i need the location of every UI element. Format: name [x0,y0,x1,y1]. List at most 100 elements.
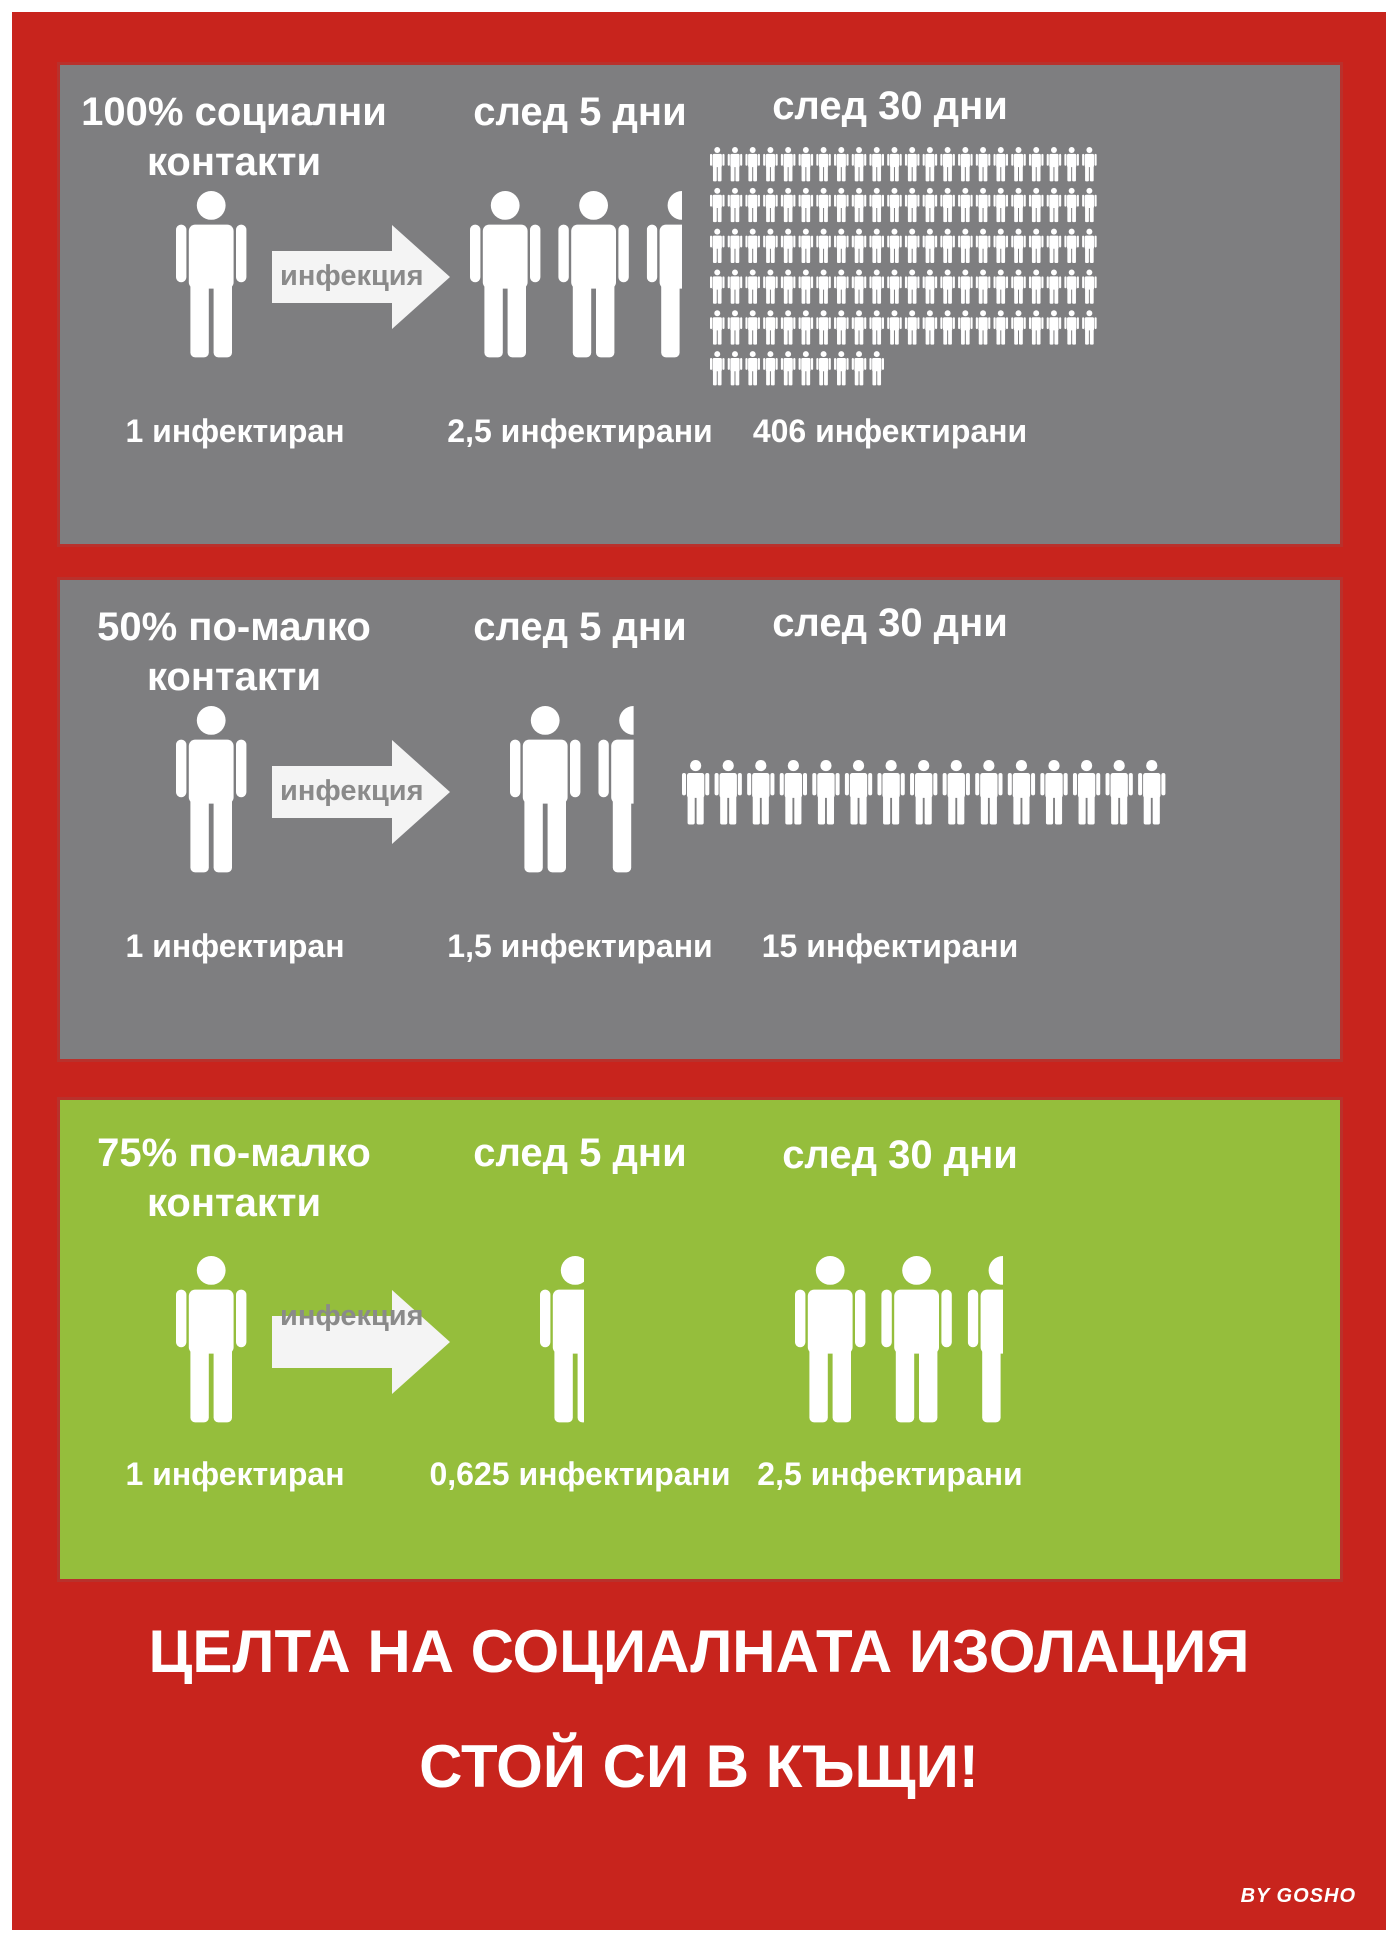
person-icon [727,147,743,182]
person-icon [904,269,920,304]
person-icon [1082,269,1097,304]
person-icon [869,228,884,263]
person-icon [816,351,831,386]
person-icon [176,1256,247,1423]
person-icon [816,147,831,182]
person-icon [795,1256,866,1423]
after-30-days-label: след 30 дни [782,1133,1018,1177]
person-icon [922,310,938,345]
person-icon [869,310,884,345]
person-icon [812,760,840,825]
person-icon [834,147,849,182]
person-icon [940,147,955,182]
person-icon [780,310,796,345]
arrow-right-icon [272,225,450,329]
person-icon [745,228,760,263]
person-icon [1028,310,1044,345]
person-icon [869,187,884,223]
after-5-count: 1,5 инфектирани [447,928,713,964]
person-icon [881,1256,952,1423]
person-icon [727,351,743,386]
person-icon [993,269,1009,304]
person-icon [1007,760,1036,825]
person-icon [816,310,831,345]
person-icon [1011,228,1026,263]
person-icon [1011,147,1026,182]
person-icon [727,310,743,345]
person-icon [1082,187,1097,223]
person-icon [1064,310,1079,345]
person-icon [1028,187,1044,223]
person-icon [763,351,778,386]
person-icon [798,228,814,263]
person-icon [763,228,778,263]
person-icon [851,187,867,223]
poster: 100% социални контакти след 5 дни след 3… [12,12,1386,1930]
person-icon [940,310,955,345]
person-icon [940,187,955,223]
person-icon [1046,147,1062,182]
arrow-right-icon [272,1290,450,1394]
person-icon [1082,147,1097,182]
person-icon [904,310,920,345]
person-icon [710,310,725,345]
panel-full-contacts: 100% социални контакти след 5 дни след 3… [57,62,1343,547]
person-icon [940,269,955,304]
person-icon [763,187,778,223]
person-icon [887,228,902,263]
person-icon [869,147,884,182]
after-30-count: 2,5 инфектирани [757,1456,1023,1492]
slogan: СТОЙ СИ В КЪЩИ! [419,1733,979,1800]
person-icon [851,228,867,263]
person-icon [887,187,902,223]
start-count: 1 инфектиран [125,928,345,964]
start-count: 1 инфектиран [125,1456,345,1492]
after-5-days-label: след 5 дни [473,605,687,649]
person-icon [844,760,873,825]
person-icon [877,760,905,825]
person-icon [1046,187,1062,223]
after-5-days-label: след 5 дни [473,1131,687,1175]
person-icon [745,351,760,386]
person-icon [904,228,920,263]
person-icon [834,228,849,263]
person-icon [745,269,760,304]
person-icon [763,147,778,182]
person-icon [1072,760,1101,825]
person-icon [510,706,581,873]
person-icon [834,187,849,223]
person-icon [798,351,814,386]
person-icon [975,147,991,182]
person-icon [747,760,775,825]
person-icon [779,760,808,825]
person-icon [904,147,920,182]
person-icon [745,187,760,223]
person-icon [975,187,991,223]
person-icon [869,269,884,304]
person-icon [682,760,710,825]
person-icon [816,269,831,304]
person-icon [714,760,742,825]
start-count: 1 инфектиран [125,413,345,449]
panel-graphics [176,147,1097,386]
person-icon [540,1256,585,1423]
person-icon [887,310,902,345]
panel-quarter-contacts: 75% по-малко контакти след 5 дни след 30… [57,1097,1343,1582]
person-icon [710,269,725,304]
panel-heading: 50% по-малко контакти [97,605,371,699]
after-30-count: 15 инфектирани [761,928,1019,964]
person-icon [958,187,973,223]
person-icon [904,187,920,223]
person-icon [646,191,682,358]
person-icon [798,147,814,182]
person-icon [710,351,725,386]
panel-heading: 75% по-малко контакти [97,1131,371,1225]
person-icon [558,191,629,358]
person-icon [598,706,634,873]
person-icon [763,310,778,345]
person-icon [816,187,831,223]
person-icon [851,269,867,304]
person-icon [1011,187,1026,223]
after-5-count: 0,625 инфектирани [429,1456,731,1492]
person-icon [1105,760,1133,825]
